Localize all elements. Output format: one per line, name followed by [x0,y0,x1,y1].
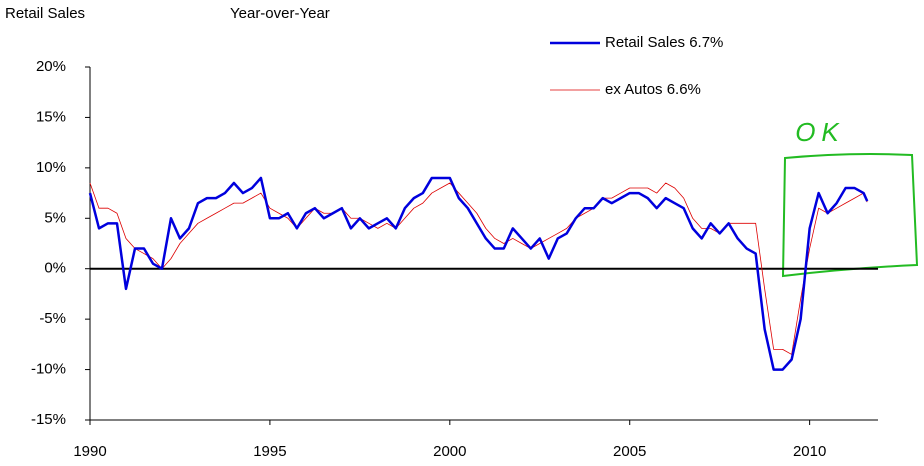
y-tick-label: -15% [31,411,66,428]
y-tick-label: -10% [31,361,66,378]
annotation-box [781,153,919,278]
y-tick-label: 10% [36,159,66,176]
series-line [88,176,869,371]
legend-label: Retail Sales 6.7% [605,34,723,51]
y-tick-label: 15% [36,108,66,125]
y-tick-label: -5% [39,310,66,327]
y-tick-label: 5% [44,209,66,226]
chart-subtitle: Year-over-Year [230,5,330,22]
x-tick-label: 1995 [253,443,286,460]
annotation: OK [795,117,845,147]
y-tick-label: 20% [36,58,66,75]
x-tick-label: 2005 [613,443,646,460]
series-line [89,182,868,355]
x-tick-label: 1990 [73,443,106,460]
y-tick-label: 0% [44,260,66,277]
legend-label: ex Autos 6.6% [605,81,701,98]
x-tick-label: 2010 [793,443,826,460]
x-tick-label: 2000 [433,443,466,460]
chart-title: Retail Sales [5,5,85,22]
